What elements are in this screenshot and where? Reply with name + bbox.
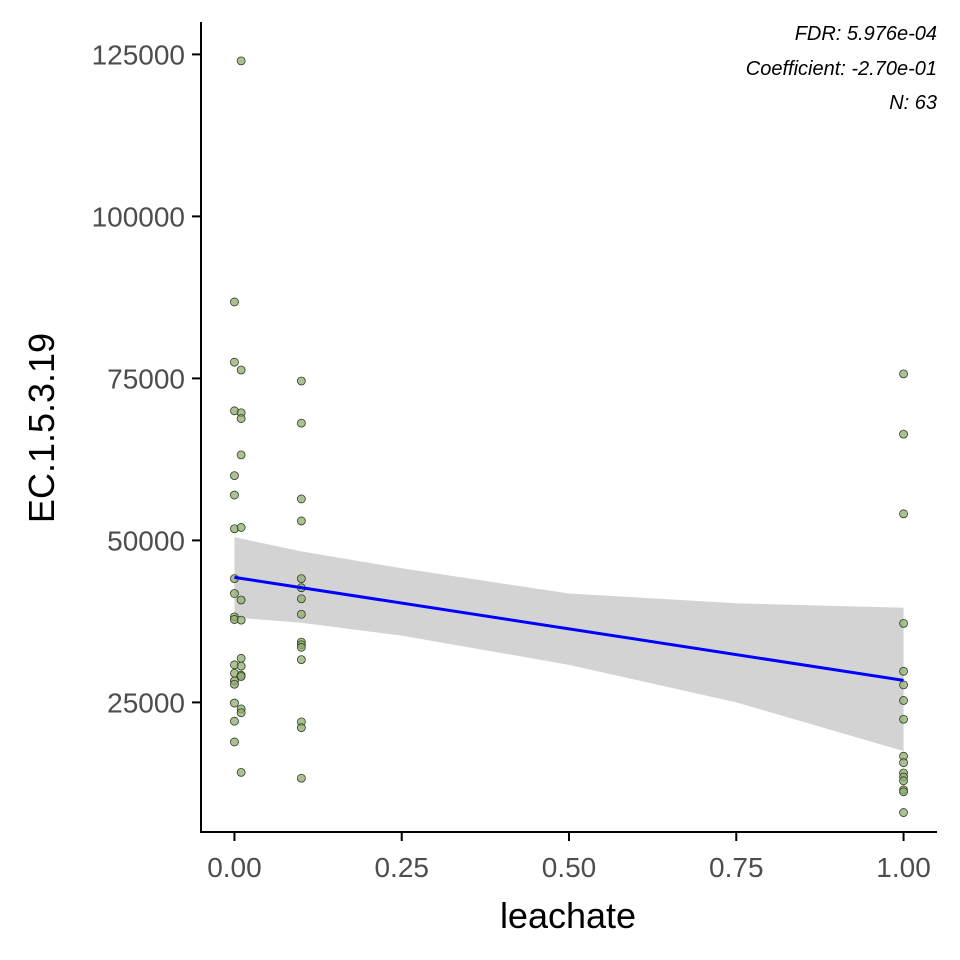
data-point: [230, 357, 239, 367]
data-point: [296, 723, 306, 733]
fit-line: [234, 575, 904, 682]
data-point: [899, 509, 908, 519]
data-point: [899, 618, 908, 628]
data-point: [899, 696, 908, 705]
data-point: [230, 737, 239, 747]
data-point: [296, 773, 306, 783]
data-point: [899, 758, 908, 768]
data-point: [236, 365, 246, 375]
data-point: [296, 655, 306, 665]
points-layer: [230, 56, 908, 817]
data-point: [296, 594, 306, 604]
data-point: [230, 471, 239, 481]
annotation-fdr: FDR: 5.976e-04: [795, 23, 937, 45]
fit-line-layer: [234, 575, 904, 682]
data-point: [236, 595, 246, 605]
data-point: [899, 369, 908, 379]
data-point: [236, 661, 246, 671]
data-point: [236, 708, 246, 718]
y-tick-label: 100000: [92, 201, 185, 232]
data-point: [236, 615, 246, 625]
x-tick-label: 1.00: [876, 852, 931, 883]
x-axis-title: leachate: [500, 895, 636, 936]
data-point: [296, 609, 306, 619]
data-point: [296, 516, 306, 526]
data-point: [899, 808, 908, 817]
data-point: [899, 714, 908, 724]
axes-layer: 0.00 0.25 0.50 0.75 1.00 25000 50000 75000 10000…: [92, 22, 937, 883]
data-point: [296, 642, 306, 652]
data-point: [296, 574, 306, 584]
data-point: [230, 589, 239, 598]
data-point: [296, 418, 306, 428]
annotation-n: N: 63: [889, 92, 937, 114]
data-point: [296, 376, 306, 386]
data-point: [296, 494, 306, 504]
confidence-band-layer: [234, 537, 904, 751]
data-point: [236, 56, 246, 66]
data-point: [230, 490, 239, 500]
data-point: [230, 716, 239, 726]
data-point: [230, 679, 239, 689]
data-point: [899, 776, 908, 786]
data-point: [236, 653, 246, 663]
y-tick-label: 125000: [92, 39, 185, 70]
data-point: [236, 414, 246, 423]
data-point: [899, 680, 908, 690]
x-tick-label: 0.00: [207, 852, 262, 883]
data-point: [236, 672, 246, 681]
y-tick-label: 50000: [107, 525, 185, 556]
y-axis-title: EC.1.5.3.19: [21, 333, 62, 523]
data-point: [236, 523, 246, 532]
annotation-coefficient: Coefficient: -2.70e-01: [746, 58, 937, 80]
x-tick-label: 0.50: [542, 852, 597, 883]
data-point: [236, 767, 246, 777]
x-tick-label: 0.75: [709, 852, 764, 883]
confidence-band: [234, 537, 904, 751]
x-tick-label: 0.25: [374, 852, 429, 883]
data-point: [899, 787, 908, 797]
data-point: [236, 450, 246, 460]
data-point: [230, 698, 239, 708]
data-point: [230, 297, 239, 307]
data-point: [899, 666, 908, 676]
y-tick-label: 25000: [107, 687, 185, 718]
y-tick-label: 75000: [107, 363, 185, 394]
data-point: [899, 429, 908, 439]
